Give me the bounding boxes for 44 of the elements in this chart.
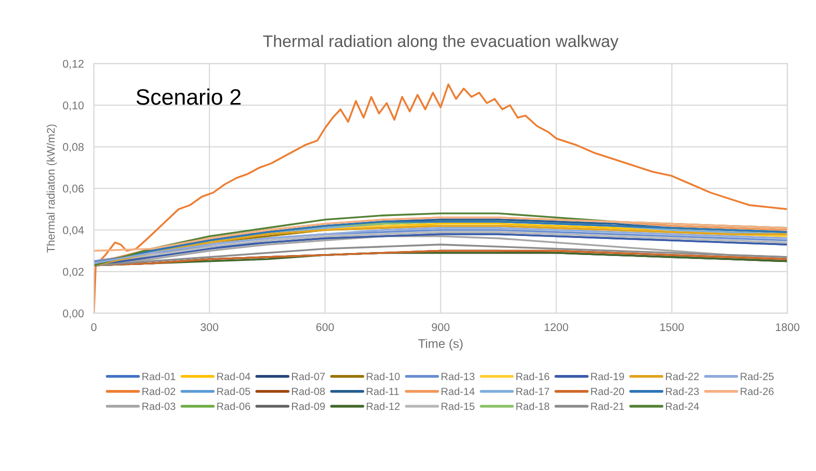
legend-label: Rad-01 — [142, 372, 176, 380]
legend-label: Rad-09 — [292, 402, 325, 410]
legend-label: Rad-14 — [442, 387, 475, 396]
legend-label: Rad-23 — [666, 387, 699, 396]
y-tick-label: 0,00 — [62, 309, 84, 319]
legend-label: Rad-21 — [591, 402, 624, 410]
legend-label: Rad-18 — [516, 402, 550, 410]
x-tick-label: 600 — [316, 323, 334, 332]
legend-label: Rad-08 — [292, 387, 325, 396]
legend-label: Rad-10 — [366, 372, 400, 380]
chart-title: Thermal radiation along the evacuation walkway — [263, 34, 618, 50]
legend-label: Rad-19 — [591, 372, 624, 380]
legend-label: Rad-25 — [740, 372, 774, 380]
x-tick-label: 0 — [91, 323, 96, 332]
legend-label: Rad-24 — [666, 402, 699, 410]
y-tick-label: 0,04 — [62, 226, 84, 236]
x-tick-label: 900 — [432, 323, 450, 332]
legend-label: Rad-22 — [666, 372, 699, 380]
legend-label: Rad-13 — [442, 372, 474, 380]
y-axis-title: Thermal radiaton (kW/m2) — [46, 124, 57, 253]
legend-label: Rad-20 — [591, 387, 624, 396]
y-tick-label: 0,10 — [62, 101, 84, 111]
legend-label: Rad-12 — [366, 402, 400, 410]
x-axis-title: Time (s) — [418, 338, 463, 350]
y-tick-label: 0,06 — [62, 184, 84, 194]
legend-label: Rad-06 — [217, 402, 250, 410]
legend-label: Rad-15 — [442, 402, 474, 410]
legend-label: Rad-26 — [740, 387, 774, 396]
legend-label: Rad-11 — [366, 387, 399, 396]
y-tick-label: 0,08 — [62, 143, 84, 152]
x-tick-label: 300 — [200, 323, 218, 332]
x-tick-label: 1800 — [776, 323, 800, 332]
y-tick-label: 0,02 — [62, 268, 84, 278]
annotation: Scenario 2 — [136, 88, 241, 105]
legend-label: Rad-17 — [516, 387, 550, 396]
legend-label: Rad-05 — [217, 387, 250, 396]
legend-label: Rad-02 — [142, 387, 176, 396]
legend-label: Rad-07 — [292, 372, 325, 380]
legend-label: Rad-04 — [217, 372, 250, 380]
y-tick-label: 0,12 — [62, 60, 84, 70]
legend-label: Rad-16 — [516, 372, 550, 380]
legend-label: Rad-03 — [142, 402, 176, 410]
x-tick-label: 1500 — [660, 323, 684, 332]
x-tick-label: 1200 — [544, 323, 568, 332]
